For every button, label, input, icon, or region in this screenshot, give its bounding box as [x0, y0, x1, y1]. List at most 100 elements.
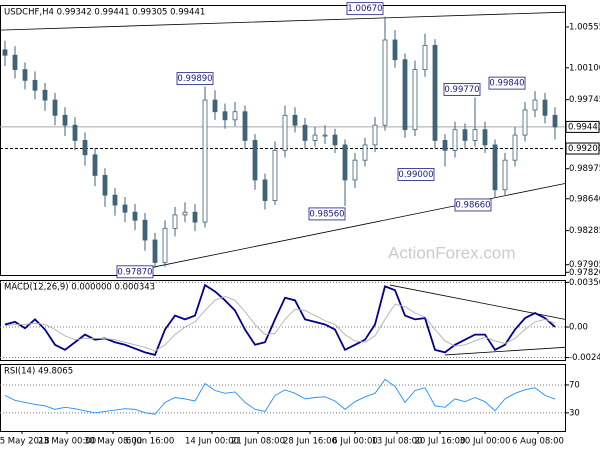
x-tick-label: 23 May 00:00	[38, 437, 96, 447]
candle-body	[402, 59, 408, 131]
candle-body	[542, 99, 548, 116]
candle-body	[282, 114, 288, 151]
annotation-box	[454, 198, 492, 212]
candle-body	[502, 159, 508, 191]
candle-body	[12, 54, 18, 70]
candle-body	[122, 204, 128, 213]
candle-body	[42, 89, 48, 101]
candle-body	[242, 111, 248, 141]
x-tick-label: 20 Jul 16:00	[415, 437, 466, 447]
y-tick-label: 0.99745	[569, 95, 600, 105]
candle-body	[382, 39, 388, 126]
annotation-label: 0.99000	[398, 170, 433, 180]
candle-body	[2, 49, 8, 56]
annotation-box	[116, 265, 154, 279]
annotation-label: 0.99840	[489, 79, 524, 89]
candle-body	[392, 39, 398, 61]
annotation-label: 0.98660	[455, 200, 490, 210]
x-tick-label: 21 Jun 08:00	[231, 437, 285, 447]
candle-body	[352, 159, 358, 181]
candle-body	[432, 44, 438, 141]
candle-body	[442, 140, 448, 151]
x-tick-label: 30 May 08:00	[84, 437, 142, 447]
y-tick-label: 0.98285	[569, 226, 600, 236]
candle-body	[302, 124, 308, 141]
candle-body	[112, 194, 118, 206]
y-tick-label: 1.00555	[569, 22, 600, 32]
candle-body	[172, 214, 178, 229]
indicator-line	[4, 296, 556, 352]
candle-body	[152, 239, 158, 263]
panel-frame	[0, 280, 566, 361]
trendline	[444, 346, 566, 356]
candle-body	[332, 134, 338, 146]
candle-body	[32, 79, 38, 91]
candle-body	[142, 219, 148, 241]
candle-body	[72, 124, 78, 141]
price-level-label: 0.99441	[568, 122, 600, 132]
candle-body	[482, 129, 488, 146]
annotation-label: 0.99890	[177, 74, 212, 84]
y-tick-label: 0.003509	[569, 278, 600, 288]
annotation-box	[308, 207, 346, 221]
watermark: ActionForex.com	[388, 243, 516, 262]
annotation-label: 1.00670	[347, 4, 382, 14]
panel-frame	[0, 364, 566, 432]
price-level-box	[565, 142, 600, 155]
candle-body	[22, 69, 28, 81]
indicator-line	[4, 283, 556, 356]
panel-title: MACD(12,26,9) 0.000000 0.000343	[4, 283, 155, 293]
annotation-box	[346, 2, 384, 16]
candle-body	[412, 69, 418, 131]
candle-body	[422, 44, 428, 70]
candle-body	[452, 129, 458, 151]
y-tick-label: 0.98975	[569, 164, 600, 174]
candle-body	[462, 129, 468, 141]
candle-body	[472, 129, 478, 141]
candle-body	[202, 99, 208, 223]
candle-body	[92, 154, 98, 176]
x-tick-label: 6 Jul 00:00	[332, 437, 378, 447]
candle-body	[132, 211, 138, 221]
candle-body	[552, 114, 558, 128]
candle-body	[292, 114, 298, 126]
annotation-box	[488, 76, 526, 90]
candle-body	[512, 134, 518, 161]
candle-body	[372, 124, 378, 146]
candle-body	[252, 140, 258, 181]
panel-frame	[0, 5, 566, 276]
x-tick-label: 6 Aug 08:00	[512, 437, 564, 447]
candle-body	[222, 111, 228, 121]
candle-body	[192, 211, 198, 223]
y-tick-label: 0.00	[569, 322, 588, 332]
x-tick-label: 13 Jul 08:00	[372, 437, 423, 447]
candle-body	[272, 149, 278, 201]
candle-body	[102, 175, 108, 196]
candle-body	[182, 211, 188, 216]
annotation-label: 0.97870	[117, 267, 152, 277]
x-tick-label: 14 Jun 00:00	[185, 437, 239, 447]
candle-body	[232, 111, 238, 121]
candle-body	[522, 109, 528, 136]
candle-body	[82, 140, 88, 156]
candle-body	[212, 99, 218, 113]
panel-title: USDCHF,H4 0.99342 0.99441 0.99305 0.9944…	[4, 8, 205, 18]
candle-body	[62, 114, 68, 126]
annotation-box	[176, 72, 214, 86]
annotation-label: 0.98560	[309, 209, 344, 219]
trendline	[0, 11, 566, 31]
y-tick-label: 0.97905	[569, 260, 600, 270]
candle-body	[322, 134, 328, 137]
price-level-box	[565, 120, 600, 133]
candle-body	[162, 227, 168, 263]
x-tick-label: 6 Jun 16:00	[126, 437, 175, 447]
price-level-label: 0.99200	[568, 144, 600, 154]
annotation-box	[397, 168, 435, 181]
indicator-line	[4, 378, 556, 415]
annotation-box	[443, 82, 481, 96]
candle-body	[532, 99, 538, 111]
